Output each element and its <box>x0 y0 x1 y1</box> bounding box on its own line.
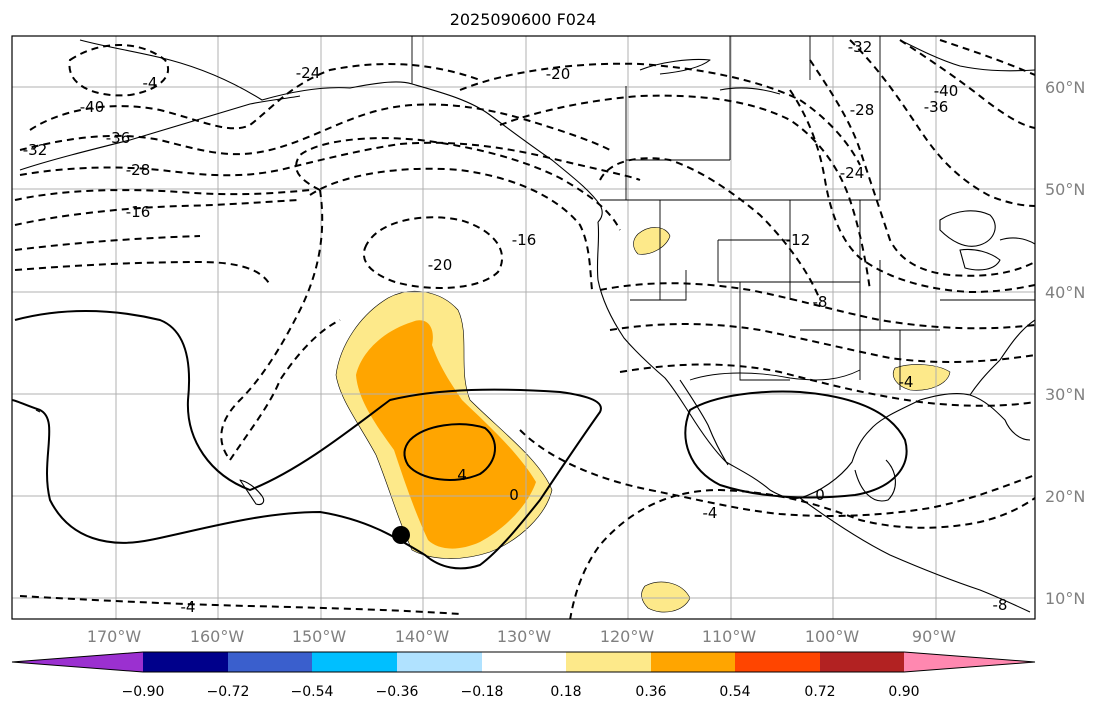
contour-label: 0 <box>509 486 519 504</box>
colorbar-segment <box>904 652 1035 672</box>
contour-label: -28 <box>126 161 151 179</box>
colorbar-segment <box>482 652 566 672</box>
contour-label: -40 <box>80 98 105 116</box>
contour-label: -8 <box>993 596 1008 614</box>
contour-label: -20 <box>428 256 453 274</box>
colorbar-tick-label: 0.18 <box>550 684 581 700</box>
map-area: -40 -36 -32 -28 -24 -20 -16 -20 -16 -12 … <box>12 36 1035 619</box>
longitude-labels: 170°W 160°W 150°W 140°W 130°W 120°W 110°… <box>87 627 956 646</box>
contour-label: -40 <box>934 82 959 100</box>
colorbar-ticks: −0.90 −0.72 −0.54 −0.36 −0.18 0.18 0.36 … <box>122 684 920 700</box>
zero-contours <box>12 310 908 570</box>
contour-label: 4 <box>457 466 467 484</box>
lon-label: 110°W <box>702 627 757 646</box>
colorbar-tick-label: −0.90 <box>122 684 165 700</box>
colorbar-tick-label: −0.72 <box>207 684 250 700</box>
colorbar-segment <box>566 652 651 672</box>
lon-label: 130°W <box>497 627 552 646</box>
lat-label: 40°N <box>1045 283 1085 302</box>
contour-label: -36 <box>106 129 131 147</box>
contour-label: -20 <box>546 65 571 83</box>
colorbar-segment <box>735 652 820 672</box>
map-frame <box>11 35 1036 620</box>
colorbar-outline <box>11 651 1036 673</box>
colorbar-tick-label: 0.54 <box>719 684 750 700</box>
lon-label: 90°W <box>912 627 956 646</box>
lat-label: 20°N <box>1045 487 1085 506</box>
shade-small-region <box>633 227 671 255</box>
lat-label: 50°N <box>1045 180 1085 199</box>
lon-label: 140°W <box>395 627 450 646</box>
shade-small-region-3 <box>641 581 691 613</box>
lat-label: 30°N <box>1045 385 1085 404</box>
political-borders <box>411 36 1035 390</box>
contour-label: 0 <box>815 486 825 504</box>
colorbar-segment <box>651 652 735 672</box>
latitude-labels: 60°N 50°N 40°N 30°N 20°N 10°N <box>1045 78 1085 608</box>
contour-label: -4 <box>703 504 718 522</box>
lon-label: 120°W <box>600 627 655 646</box>
contour-label: -4 <box>899 373 914 391</box>
contour-label: -24 <box>296 64 321 82</box>
lat-label: 10°N <box>1045 589 1085 608</box>
contour-label: -4 <box>181 598 196 616</box>
colorbar-tick-label: 0.36 <box>635 684 666 700</box>
contour-label: -16 <box>512 231 537 249</box>
lon-label: 170°W <box>87 627 142 646</box>
lon-label: 100°W <box>805 627 860 646</box>
storm-center-dot <box>392 526 410 544</box>
colorbar-segment <box>12 652 143 672</box>
colorbar-segment <box>820 652 904 672</box>
lon-label: 160°W <box>190 627 245 646</box>
contour-label: -36 <box>924 98 949 116</box>
lat-label: 60°N <box>1045 78 1085 97</box>
contour-label: -32 <box>848 38 873 56</box>
contour-labels: -40 -36 -32 -28 -24 -20 -16 -20 -16 -12 … <box>23 38 1008 616</box>
contour-label: -32 <box>23 141 48 159</box>
colorbar-segment <box>397 652 482 672</box>
colorbar-tick-label: 0.72 <box>804 684 835 700</box>
lon-label: 150°W <box>292 627 347 646</box>
colorbar-tick-label: −0.54 <box>291 684 334 700</box>
contour-label: -8 <box>813 293 828 311</box>
contour-label: -24 <box>840 164 865 182</box>
contour-label: -4 <box>143 74 158 92</box>
colorbar-segment <box>143 652 228 672</box>
contour-label: -16 <box>126 203 151 221</box>
map-title: 2025090600 F024 <box>450 10 597 29</box>
contour-label: -28 <box>850 101 875 119</box>
colorbar <box>11 651 1036 673</box>
colorbar-tick-label: −0.36 <box>376 684 419 700</box>
colorbar-segment <box>312 652 397 672</box>
negative-contours <box>14 39 1035 619</box>
colorbar-tick-label: −0.18 <box>461 684 504 700</box>
contour-label: -12 <box>786 231 811 249</box>
colorbar-segment <box>228 652 312 672</box>
shade-medium-region <box>356 320 536 549</box>
coastlines <box>19 39 1035 613</box>
colorbar-tick-label: 0.90 <box>888 684 919 700</box>
